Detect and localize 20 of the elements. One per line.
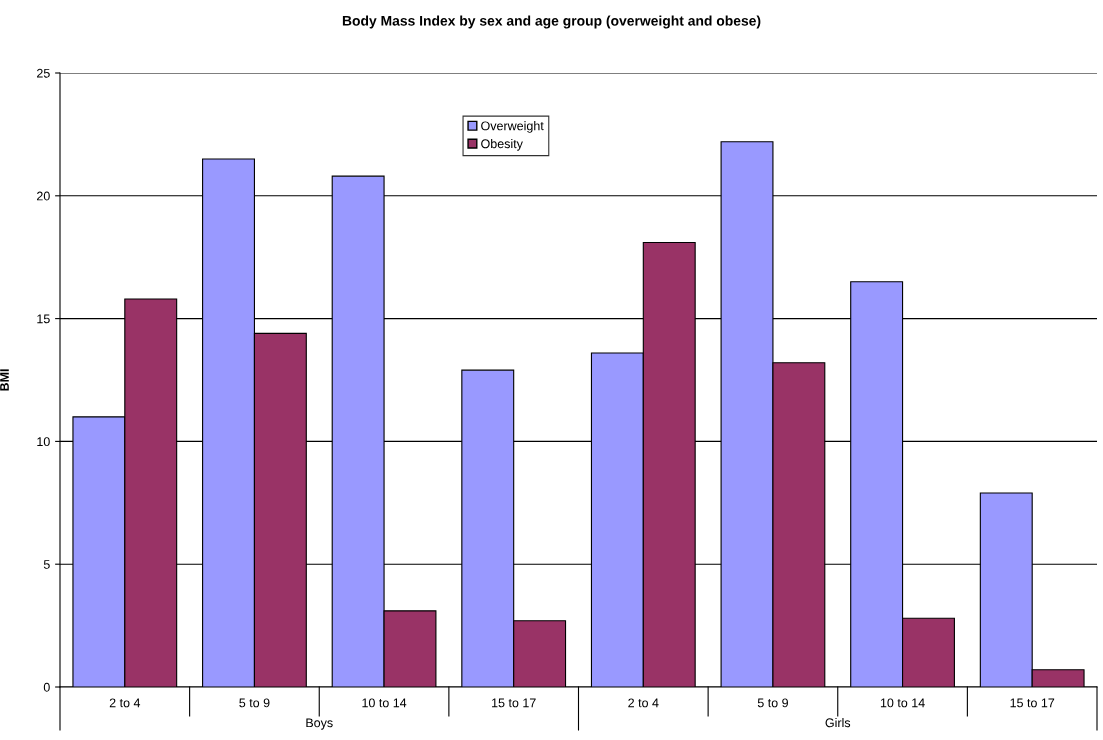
y-axis-title: BMI <box>0 369 9 391</box>
x-tick-label: 5 to 9 <box>757 698 788 708</box>
y-tick-label: 5 <box>43 560 50 569</box>
x-tick-label: 2 to 4 <box>109 698 141 708</box>
legend-label: Obesity <box>481 138 523 151</box>
y-tick-label: 25 <box>37 68 50 78</box>
legend-label: Overweight <box>481 121 544 133</box>
x-tick-label: 15 to 17 <box>1010 698 1055 708</box>
x-tick-label: 5 to 9 <box>239 698 270 708</box>
y-tick-label: 15 <box>37 314 50 324</box>
x-tick-label: 15 to 17 <box>492 698 536 708</box>
text: Girls <box>825 718 851 728</box>
text: Boys <box>306 718 333 730</box>
chart-title: Body Mass Index by sex and age group (overweight and obese) <box>342 15 761 29</box>
y-tick-label: 10 <box>37 437 50 447</box>
y-tick-label: 20 <box>37 191 50 201</box>
y-tick-label: 0 <box>43 682 50 692</box>
x-tick-label: 10 to 14 <box>880 698 925 708</box>
x-tick-label: 2 to 4 <box>628 698 659 708</box>
x-tick-label: 10 to 14 <box>362 698 407 708</box>
